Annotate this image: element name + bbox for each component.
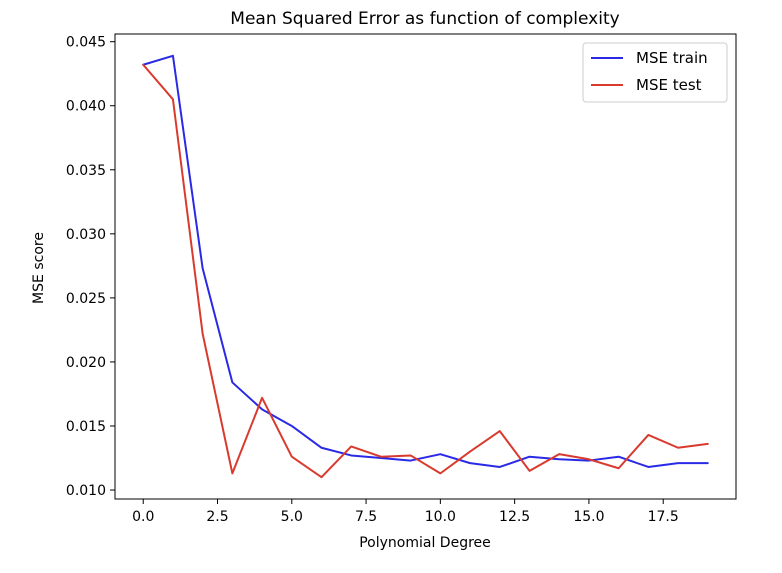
x-tick-label: 7.5 bbox=[355, 509, 377, 525]
x-axis-title: Polynomial Degree bbox=[359, 535, 491, 551]
series-line-mse-train bbox=[142, 54, 709, 468]
x-tick-label: 2.5 bbox=[206, 509, 228, 525]
x-tick-label: 10.0 bbox=[425, 509, 456, 525]
y-tick-label: 0.045 bbox=[66, 35, 106, 51]
plot-area: 0.0 2.5 5.0 7.5 10.0 12.5 15.0 17.5 0.010 0.015 0.… bbox=[66, 33, 737, 525]
y-tick-label: 0.030 bbox=[66, 227, 106, 243]
y-tick-label: 0.010 bbox=[66, 483, 106, 499]
y-tick-label: 0.040 bbox=[66, 99, 106, 115]
series-line-mse-test bbox=[142, 63, 709, 479]
plot-frame bbox=[114, 33, 737, 500]
y-axis-title: MSE score bbox=[31, 232, 47, 304]
y-tick-label: 0.015 bbox=[66, 419, 106, 435]
x-tick-label: 17.5 bbox=[648, 509, 679, 525]
chart-title: Mean Squared Error as function of comple… bbox=[230, 9, 619, 29]
x-tick-label: 5.0 bbox=[281, 509, 303, 525]
y-tick-label: 0.035 bbox=[66, 163, 106, 179]
legend: MSE train MSE test bbox=[582, 42, 728, 103]
x-tick-label: 12.5 bbox=[499, 509, 530, 525]
y-tick-label: 0.025 bbox=[66, 291, 106, 307]
y-tick-label: 0.020 bbox=[66, 355, 106, 371]
x-tick-label: 0.0 bbox=[132, 509, 154, 525]
legend-label-mse-train: MSE train bbox=[636, 49, 708, 67]
legend-label-mse-test: MSE test bbox=[636, 76, 702, 94]
x-tick-label: 15.0 bbox=[573, 509, 604, 525]
